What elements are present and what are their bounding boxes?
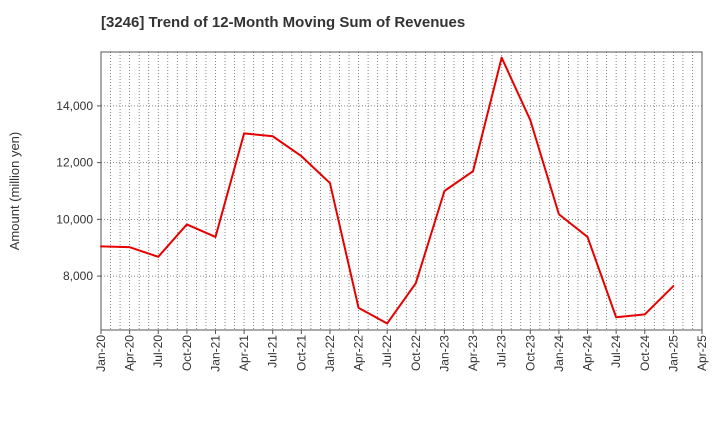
x-tick-label: Apr-21 [237,335,251,371]
x-tick-label: Jan-20 [94,335,108,372]
x-tick-label: Jul-20 [151,335,165,368]
series-layer [100,56,675,325]
x-tick-label: Jul-21 [266,335,280,368]
chart-title: [3246] Trend of 12-Month Moving Sum of R… [101,14,466,31]
x-tick-label: Jan-21 [208,335,222,372]
y-tick-label: 8,000 [63,269,93,283]
x-tick-label: Oct-20 [180,335,194,371]
x-tick-label: Jul-23 [495,335,509,368]
x-tick-label: Apr-20 [123,335,137,371]
x-tick-label: Jan-25 [666,335,680,372]
x-tick-label: Oct-24 [638,335,652,371]
x-tick-label: Jan-23 [437,335,451,372]
y-tick-label: 10,000 [56,212,93,226]
x-tick-label: Oct-23 [523,335,537,371]
series-line [100,56,675,325]
y-tick-label: 14,000 [56,99,93,113]
x-axis-ticks: Jan-20 Apr-20 Jul-20 Oct-20 Jan-21 Apr-21 Jul-… [94,330,709,372]
y-tick-label: 12,000 [56,156,93,170]
x-tick-label: Oct-22 [409,335,423,371]
x-tick-label: Jan-24 [552,335,566,372]
x-tick-label: Apr-25 [695,335,709,371]
x-tick-label: Apr-23 [466,335,480,371]
x-tick-label: Apr-22 [352,335,366,371]
gridlines [101,52,702,330]
y-axis-ticks: 8,000 10,000 12,000 14,000 [56,99,101,283]
plot-area [100,51,703,331]
y-axis-label: Amount (million yen) [7,132,22,251]
x-tick-label: Jul-22 [380,335,394,368]
x-tick-label: Jan-22 [323,335,337,372]
x-tick-label: Oct-21 [294,335,308,371]
x-tick-label: Apr-24 [581,335,595,371]
x-tick-label: Jul-24 [609,335,623,368]
